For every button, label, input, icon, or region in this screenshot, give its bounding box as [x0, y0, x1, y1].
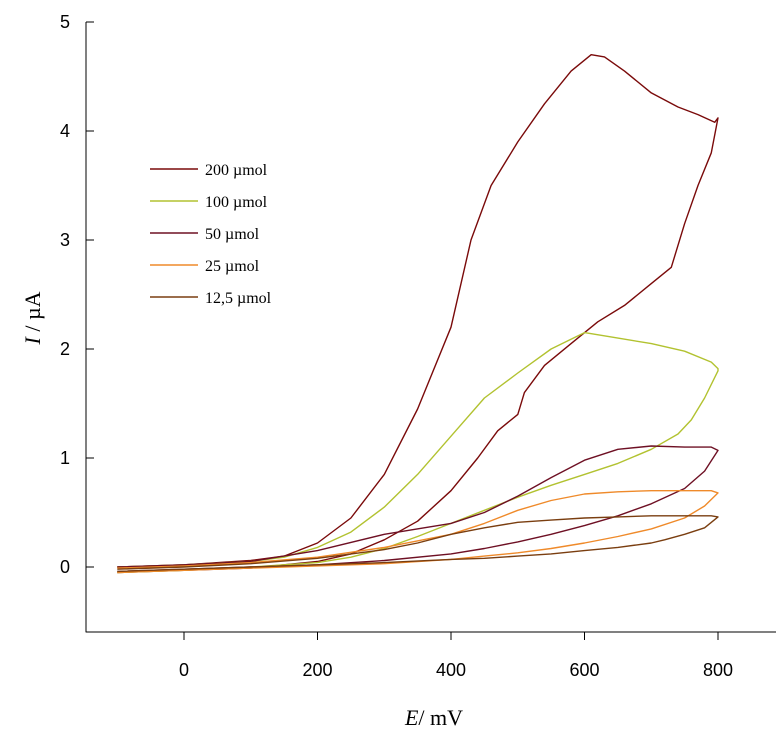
- y-tick-label: 3: [60, 230, 70, 250]
- x-tick-label: 800: [703, 660, 733, 680]
- y-tick-label: 4: [60, 121, 70, 141]
- y-axis-unit: / µA: [20, 291, 45, 337]
- series-line: [117, 445, 719, 573]
- y-tick-label: 0: [60, 557, 70, 577]
- y-tick-label: 2: [60, 339, 70, 359]
- x-tick-label: 0: [179, 660, 189, 680]
- series-lines: [117, 54, 719, 574]
- y-axis-label: I / µA: [20, 291, 45, 345]
- x-tick-label: 600: [569, 660, 599, 680]
- x-axis-unit: / mV: [418, 705, 463, 730]
- x-tick-label: 400: [436, 660, 466, 680]
- y-axis-ticks: 0 1 2 3 4 5: [60, 12, 94, 577]
- x-axis-variable: E: [404, 705, 419, 730]
- legend-label: 25 µmol: [205, 258, 260, 275]
- x-axis-ticks: 0 200 400 600 800: [179, 632, 733, 680]
- series-line: [117, 490, 719, 574]
- legend-label: 200 µmol: [205, 162, 268, 179]
- y-tick-label: 5: [60, 12, 70, 32]
- legend-label: 12,5 µmol: [205, 290, 272, 307]
- plot-area: 0 1 2 3 4 5 0 200 400 600 800: [60, 12, 776, 680]
- x-axis-label: E/ mV: [404, 705, 463, 730]
- legend-label: 50 µmol: [205, 226, 260, 243]
- series-line: [117, 331, 719, 574]
- series-line: [117, 515, 719, 573]
- y-tick-label: 1: [60, 448, 70, 468]
- y-axis-variable: I: [20, 336, 45, 346]
- x-tick-label: 200: [302, 660, 332, 680]
- series-line: [117, 54, 719, 574]
- legend: 200 µmol 100 µmol 50 µmol 25 µmol 12,5 µmol: [150, 162, 272, 307]
- legend-label: 100 µmol: [205, 194, 268, 211]
